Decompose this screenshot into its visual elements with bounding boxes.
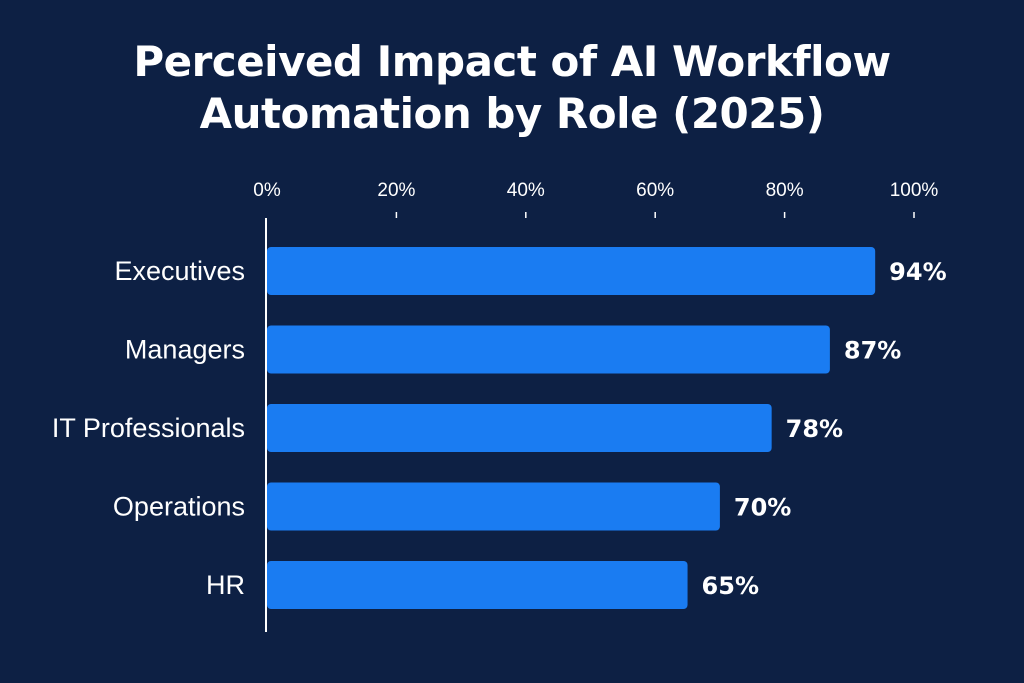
x-tick-label: 0% bbox=[253, 180, 281, 201]
value-label: 94% bbox=[889, 258, 946, 286]
category-label: Managers bbox=[125, 335, 245, 365]
value-label: 65% bbox=[702, 572, 759, 600]
x-tick-label: 60% bbox=[636, 180, 674, 201]
bar-series bbox=[267, 247, 876, 609]
bar-managers bbox=[267, 325, 830, 374]
x-axis: 0% 20% 40% 60% 80% 100% bbox=[253, 180, 938, 632]
bar-operations bbox=[267, 482, 720, 531]
value-labels: 94% 87% 78% 70% 65% bbox=[702, 258, 947, 600]
value-label: 70% bbox=[734, 494, 791, 522]
bar-executives bbox=[267, 247, 876, 295]
value-label: 78% bbox=[786, 415, 843, 443]
bar-it-professionals bbox=[267, 404, 772, 452]
category-label: HR bbox=[206, 570, 245, 600]
x-tick-label: 80% bbox=[766, 180, 804, 201]
x-tick-label: 20% bbox=[377, 180, 415, 201]
chart-title: Perceived Impact of AI Workflow Automati… bbox=[0, 36, 1024, 140]
category-labels: Executives Managers IT Professionals Operat… bbox=[52, 256, 245, 600]
x-tick-label: 40% bbox=[507, 180, 545, 201]
x-tick-label: 100% bbox=[890, 180, 939, 201]
value-label: 87% bbox=[844, 337, 901, 365]
chart-title-line-1: Perceived Impact of AI Workflow bbox=[133, 37, 891, 86]
category-label: IT Professionals bbox=[52, 413, 245, 443]
chart-title-line-2: Automation by Role (2025) bbox=[199, 89, 825, 138]
category-label: Executives bbox=[114, 256, 245, 286]
category-label: Operations bbox=[113, 492, 245, 522]
bar-hr bbox=[267, 561, 688, 609]
